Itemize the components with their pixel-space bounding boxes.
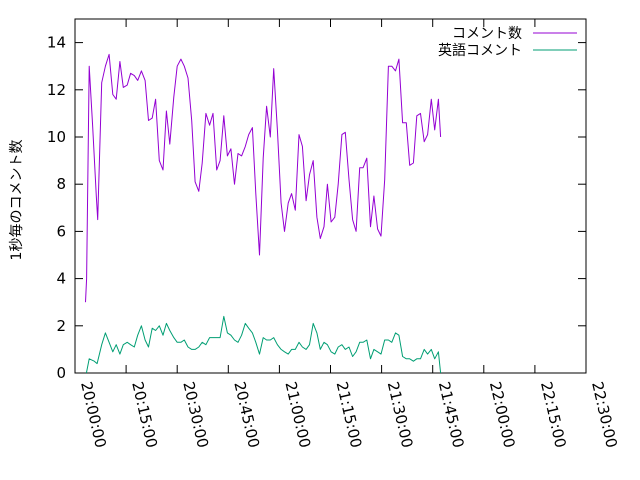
series-layer	[85, 53, 442, 374]
y-axis: 0 2 4 6 8 10 12 14	[47, 34, 586, 382]
y-axis-label: 1秒毎のコメント数	[9, 140, 25, 261]
x-tick-label: 22:15:00	[537, 380, 570, 450]
y-tick-label: 14	[47, 34, 66, 52]
x-tick-label: 22:30:00	[588, 380, 621, 450]
y-tick-label: 4	[56, 270, 66, 288]
x-tick-label: 22:00:00	[486, 380, 519, 450]
x-tick-label: 20:45:00	[230, 380, 263, 450]
x-tick-label: 21:30:00	[384, 380, 417, 450]
plot-frame	[74, 18, 587, 374]
x-tick-label: 21:15:00	[333, 380, 366, 450]
plot-border	[74, 18, 587, 374]
y-tick-label: 2	[56, 317, 66, 335]
x-axis: 20:00:00 20:15:00 20:30:00 20:45:00 21:00:00…	[74, 19, 621, 450]
x-tick-label: 21:45:00	[435, 380, 468, 450]
x-tick-label: 20:15:00	[128, 380, 161, 450]
y-tick-label: 12	[47, 81, 66, 99]
series-line-2	[85, 315, 442, 374]
y-tick-label: 0	[56, 364, 66, 382]
y-tick-label: 6	[56, 222, 66, 240]
y-tick-label: 8	[56, 175, 66, 193]
x-tick-label: 20:30:00	[179, 380, 212, 450]
y-tick-label: 10	[47, 128, 66, 146]
legend-label-2: 英語コメント	[438, 42, 522, 59]
series-line-1	[85, 53, 442, 303]
x-tick-label: 20:00:00	[77, 380, 110, 450]
x-tick-label: 21:00:00	[282, 380, 315, 450]
legend-label-1: コメント数	[452, 26, 522, 42]
